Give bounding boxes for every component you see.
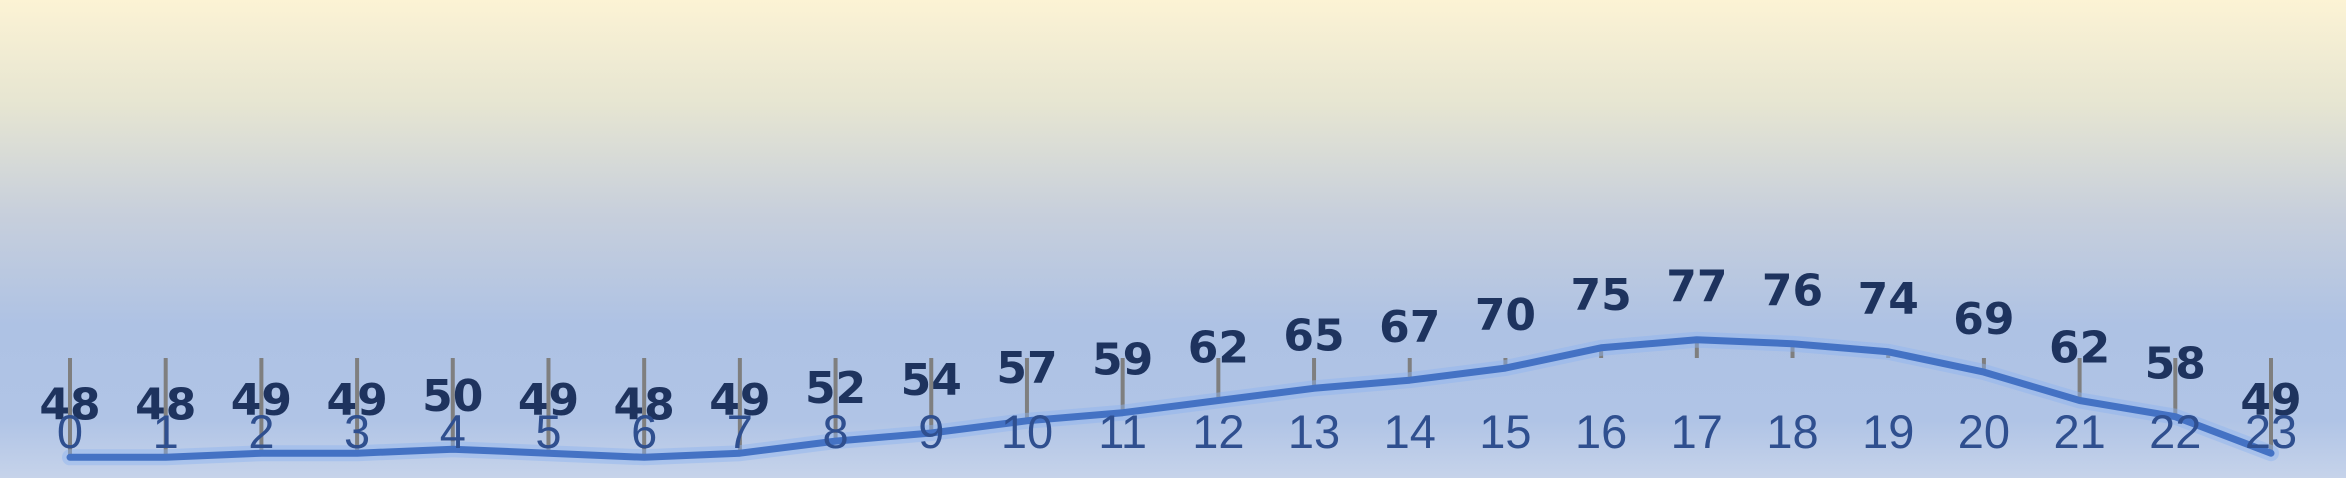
- data-labels: 48 48 49 49 50 49 48 49 52 54 57 59 62 65 67 70 75 77 76 74…: [39, 262, 2301, 431]
- drop-lines: [68, 339, 2273, 458]
- data-label: 48: [39, 379, 100, 430]
- data-label: 77: [1666, 262, 1727, 313]
- x-tick-label: 8: [822, 405, 848, 458]
- data-label: 49: [709, 375, 770, 426]
- x-tick-label: 14: [1384, 405, 1436, 458]
- x-tick-label: 5: [535, 405, 561, 458]
- data-label: 67: [1379, 302, 1440, 353]
- data-label: 65: [1283, 310, 1344, 361]
- x-tick-label: 15: [1479, 405, 1531, 458]
- data-label: 62: [1188, 323, 1249, 374]
- x-tick-label: 17: [1671, 405, 1723, 458]
- x-tick-label: 4: [440, 405, 466, 458]
- series-line: [66, 336, 2275, 461]
- x-tick-label: 13: [1288, 405, 1340, 458]
- data-label: 49: [231, 375, 292, 426]
- data-label: 58: [2145, 339, 2206, 390]
- data-label: 49: [518, 375, 579, 426]
- x-tick-label: 3: [344, 405, 370, 458]
- x-tick-label: 0: [57, 405, 83, 458]
- x-axis-tick-labels: 0 1 2 3 4 5 6 7 8 9 10 11 12 13 14 15 16 17 18 19 20 21 22 23: [57, 405, 2297, 458]
- x-tick-label: 21: [2053, 405, 2105, 458]
- x-tick-label: 9: [918, 405, 944, 458]
- x-tick-label: 2: [248, 405, 274, 458]
- x-tick-label: 23: [2245, 405, 2297, 458]
- x-tick-label: 18: [1766, 405, 1818, 458]
- data-label: 49: [326, 375, 387, 426]
- series-layer: [62, 331, 2279, 466]
- data-label: 48: [135, 379, 196, 430]
- data-label: 75: [1571, 270, 1632, 321]
- x-tick-label: 20: [1958, 405, 2010, 458]
- x-tick-label: 11: [1098, 405, 1147, 458]
- data-label: 52: [805, 363, 866, 414]
- x-tick-label: 7: [727, 405, 753, 458]
- data-label: 74: [1858, 274, 1919, 325]
- data-label: 57: [996, 343, 1057, 394]
- data-label: 49: [2240, 375, 2301, 426]
- data-label: 59: [1092, 335, 1153, 386]
- x-tick-label: 10: [1001, 405, 1053, 458]
- x-tick-label: 22: [2149, 405, 2201, 458]
- data-label: 76: [1762, 266, 1823, 317]
- data-label: 48: [614, 379, 675, 430]
- x-tick-label: 6: [631, 405, 657, 458]
- data-label: 62: [2049, 323, 2110, 374]
- data-label: 54: [901, 355, 962, 406]
- x-tick-label: 12: [1192, 405, 1244, 458]
- data-label: 50: [422, 371, 483, 422]
- x-tick-label: 1: [153, 405, 179, 458]
- x-tick-label: 19: [1862, 405, 1914, 458]
- data-label: 70: [1475, 290, 1536, 341]
- series-line-glow: [62, 331, 2279, 466]
- data-label: 69: [1953, 294, 2014, 345]
- x-tick-label: 16: [1575, 405, 1627, 458]
